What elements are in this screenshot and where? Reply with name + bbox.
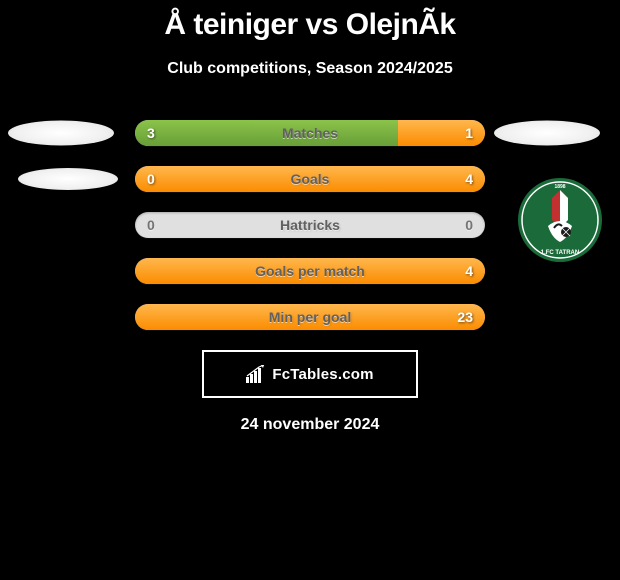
left-badge — [8, 121, 114, 146]
bars-icon — [246, 365, 268, 383]
brand-text: FcTables.com — [272, 366, 373, 383]
bar-track: Min per goal 23 — [135, 304, 485, 330]
stat-label: Hattricks — [280, 217, 340, 233]
bar-track: 3 Matches 1 — [135, 120, 485, 146]
left-value: 0 — [147, 217, 155, 233]
right-badge — [494, 121, 600, 146]
bar-fill-left — [135, 120, 398, 146]
right-value: 1 — [465, 125, 473, 141]
ellipse-icon — [8, 121, 114, 146]
svg-text:1.FC TATRAN: 1.FC TATRAN — [541, 250, 579, 256]
stat-row: Min per goal 23 — [0, 304, 620, 330]
bar-track: 0 Goals 4 — [135, 166, 485, 192]
right-value: 0 — [465, 217, 473, 233]
ellipse-icon — [494, 121, 600, 146]
right-value: 23 — [457, 309, 473, 325]
left-badge — [18, 168, 118, 190]
stat-label: Goals per match — [255, 263, 365, 279]
right-value: 4 — [465, 171, 473, 187]
comparison-infographic: Å teiniger vs OlejnÃk Club competitions,… — [0, 0, 620, 434]
left-value: 3 — [147, 125, 155, 141]
ellipse-icon — [18, 168, 118, 190]
stat-row: 3 Matches 1 — [0, 120, 620, 146]
crest-icon: 1898 1.FC TATRAN — [510, 178, 610, 262]
bar-track: Goals per match 4 — [135, 258, 485, 284]
stat-label: Min per goal — [269, 309, 351, 325]
right-value: 4 — [465, 263, 473, 279]
svg-text:1898: 1898 — [554, 184, 565, 190]
date-text: 24 november 2024 — [0, 416, 620, 434]
bar-track: 0 Hattricks 0 — [135, 212, 485, 238]
stat-label: Matches — [282, 125, 338, 141]
stat-label: Goals — [291, 171, 330, 187]
club-crest: 1898 1.FC TATRAN — [510, 178, 610, 267]
brand-box[interactable]: FcTables.com — [202, 350, 418, 398]
left-value: 0 — [147, 171, 155, 187]
page-title: Å teiniger vs OlejnÃk — [0, 8, 620, 42]
subtitle: Club competitions, Season 2024/2025 — [0, 60, 620, 78]
brand-logo: FcTables.com — [246, 365, 373, 383]
